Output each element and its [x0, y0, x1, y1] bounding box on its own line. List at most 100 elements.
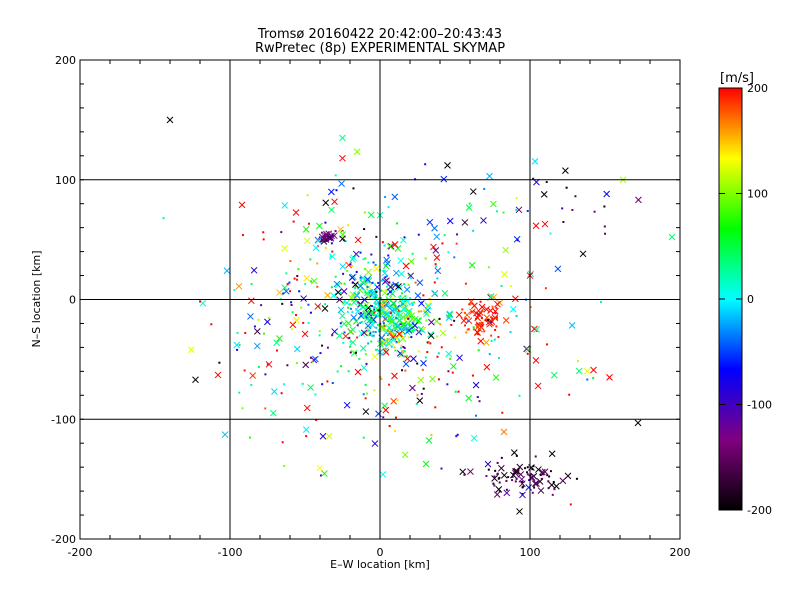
- data-point: [414, 292, 422, 299]
- data-point: [351, 281, 354, 284]
- data-point: [290, 301, 293, 304]
- point-stroke: [401, 451, 409, 459]
- data-point: [441, 242, 444, 245]
- point-stroke: [405, 326, 413, 334]
- data-point: [501, 411, 504, 414]
- data-point: [519, 491, 526, 499]
- data-point: [395, 330, 403, 338]
- data-point: [253, 325, 256, 328]
- data-point: [387, 283, 394, 291]
- data-point: [408, 324, 411, 327]
- point-stroke: [379, 471, 387, 478]
- data-point: [339, 325, 342, 328]
- data-point: [531, 325, 538, 333]
- point-stroke: [536, 478, 544, 485]
- data-point: [565, 186, 568, 189]
- data-point: [416, 394, 419, 397]
- point-stroke: [281, 284, 289, 292]
- data-point: [344, 240, 347, 243]
- data-point: [340, 282, 343, 285]
- data-point: [290, 304, 293, 307]
- data-point: [362, 408, 370, 415]
- x-tick-label: 200: [670, 546, 691, 559]
- data-point: [380, 279, 383, 282]
- data-point: [403, 236, 406, 239]
- data-point: [350, 254, 358, 262]
- data-point: [302, 225, 310, 233]
- point-stroke: [416, 397, 424, 404]
- data-point: [403, 286, 411, 293]
- data-point: [634, 419, 642, 427]
- data-point: [357, 282, 364, 290]
- data-point: [243, 369, 246, 372]
- data-point: [371, 312, 374, 315]
- data-point: [362, 258, 365, 261]
- point-stroke: [427, 332, 435, 340]
- data-point: [466, 328, 469, 331]
- point-stroke: [402, 360, 410, 368]
- data-point: [319, 474, 322, 477]
- point-stroke: [389, 334, 397, 341]
- data-point: [363, 289, 371, 297]
- data-point: [403, 314, 411, 322]
- data-point: [264, 407, 267, 410]
- data-point: [310, 280, 313, 283]
- y-tick-label: 0: [69, 294, 76, 307]
- data-point: [438, 317, 441, 320]
- data-point: [540, 191, 548, 198]
- data-point: [568, 322, 576, 329]
- data-point: [339, 312, 346, 320]
- point-stroke: [398, 270, 405, 278]
- point-stroke: [316, 464, 324, 472]
- data-point: [324, 247, 327, 250]
- data-point: [467, 468, 474, 475]
- point-stroke: [491, 475, 498, 482]
- data-point: [437, 352, 440, 355]
- data-point: [352, 250, 360, 258]
- point-stroke: [423, 310, 430, 318]
- data-point: [373, 283, 376, 286]
- data-point: [481, 321, 484, 324]
- point-stroke: [316, 222, 323, 230]
- data-point: [405, 299, 408, 302]
- data-point: [439, 329, 447, 337]
- points-layer: [162, 116, 676, 515]
- data-point: [463, 473, 466, 476]
- data-point: [369, 289, 377, 297]
- data-point: [443, 234, 446, 237]
- data-point: [415, 328, 423, 336]
- data-point: [509, 331, 512, 334]
- data-point: [472, 326, 475, 329]
- point-stroke: [302, 225, 310, 233]
- data-point: [495, 316, 498, 319]
- data-point: [333, 234, 336, 237]
- data-point: [302, 361, 310, 369]
- data-point: [486, 319, 489, 322]
- data-point: [455, 311, 463, 319]
- data-point: [318, 236, 321, 239]
- data-point: [534, 455, 537, 458]
- point-stroke: [431, 289, 439, 297]
- data-point: [405, 307, 413, 315]
- point-stroke: [468, 261, 476, 269]
- data-point: [340, 320, 348, 328]
- data-point: [359, 251, 362, 254]
- data-point: [502, 317, 510, 324]
- data-point: [491, 314, 499, 322]
- point-stroke: [394, 245, 402, 252]
- point-stroke: [303, 404, 311, 412]
- data-point: [382, 416, 385, 419]
- data-point: [334, 289, 342, 296]
- point-stroke: [359, 303, 367, 311]
- data-point: [349, 307, 352, 310]
- data-point: [434, 267, 442, 275]
- point-stroke: [490, 200, 497, 208]
- point-stroke: [548, 450, 556, 458]
- data-point: [338, 180, 345, 187]
- data-point: [493, 491, 501, 498]
- data-point: [374, 263, 377, 266]
- point-stroke: [531, 158, 539, 165]
- data-point: [479, 300, 482, 303]
- data-point: [365, 316, 368, 319]
- point-stroke: [417, 325, 425, 333]
